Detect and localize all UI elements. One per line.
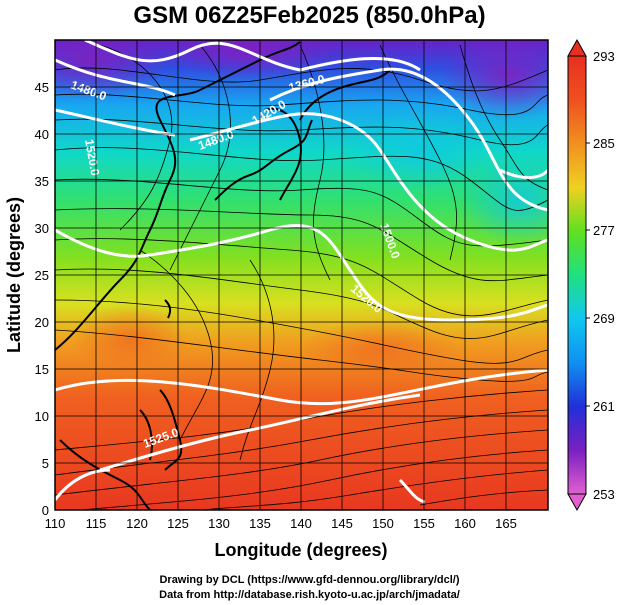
y-tick-label: 0 bbox=[42, 503, 49, 518]
x-tick-label: 155 bbox=[413, 516, 435, 531]
contour-label: 1520.0 bbox=[82, 138, 102, 177]
x-tick-label: 135 bbox=[249, 516, 271, 531]
y-tick-label: 25 bbox=[35, 268, 49, 283]
colorbar-max-arrow bbox=[567, 38, 587, 57]
x-tick-label: 140 bbox=[290, 516, 312, 531]
colorbar-body bbox=[567, 55, 587, 495]
x-tick-label: 120 bbox=[126, 516, 148, 531]
x-tick-label: 125 bbox=[167, 516, 189, 531]
x-axis-title: Longitude (degrees) bbox=[214, 540, 387, 560]
colorbar-label: 269 bbox=[593, 311, 615, 326]
colorbar-label: 285 bbox=[593, 136, 615, 151]
streamlines bbox=[55, 44, 548, 510]
chart-title: GSM 06Z25Feb2025 (850.0hPa) bbox=[133, 2, 486, 29]
colorbar-label: 277 bbox=[593, 223, 615, 238]
x-tick-label: 150 bbox=[372, 516, 394, 531]
x-tick-label: 130 bbox=[208, 516, 230, 531]
y-axis: 0 5 10 15 20 25 30 35 40 45 bbox=[35, 80, 49, 518]
y-tick-label: 15 bbox=[35, 362, 49, 377]
x-axis: 110 115 120 125 130 135 140 145 150 155 … bbox=[45, 516, 517, 531]
y-axis-title: Latitude (degrees) bbox=[4, 197, 24, 353]
colorbar-label: 261 bbox=[593, 399, 615, 414]
colorbar: 293 285 277 269 261 253 bbox=[567, 38, 615, 512]
y-tick-label: 40 bbox=[35, 127, 49, 142]
plot-frame bbox=[54, 39, 549, 511]
y-tick-label: 20 bbox=[35, 315, 49, 330]
colorbar-label: 253 bbox=[593, 487, 615, 502]
y-tick-label: 35 bbox=[35, 174, 49, 189]
y-tick-label: 30 bbox=[35, 221, 49, 236]
credit-drawing: Drawing by DCL (https://www.gfd-dennou.o… bbox=[159, 574, 460, 586]
colorbar-label: 293 bbox=[593, 49, 615, 64]
y-tick-label: 5 bbox=[42, 456, 49, 471]
x-tick-label: 110 bbox=[45, 516, 66, 531]
x-tick-label: 115 bbox=[86, 516, 107, 531]
x-tick-label: 160 bbox=[454, 516, 476, 531]
y-tick-label: 45 bbox=[35, 80, 49, 95]
colorbar-min-arrow bbox=[567, 493, 587, 512]
grid-lines bbox=[55, 40, 548, 510]
x-tick-label: 145 bbox=[331, 516, 353, 531]
y-tick-label: 10 bbox=[35, 409, 49, 424]
credit-data-source: Data from http://database.rish.kyoto-u.a… bbox=[159, 589, 460, 601]
x-tick-label: 165 bbox=[495, 516, 517, 531]
